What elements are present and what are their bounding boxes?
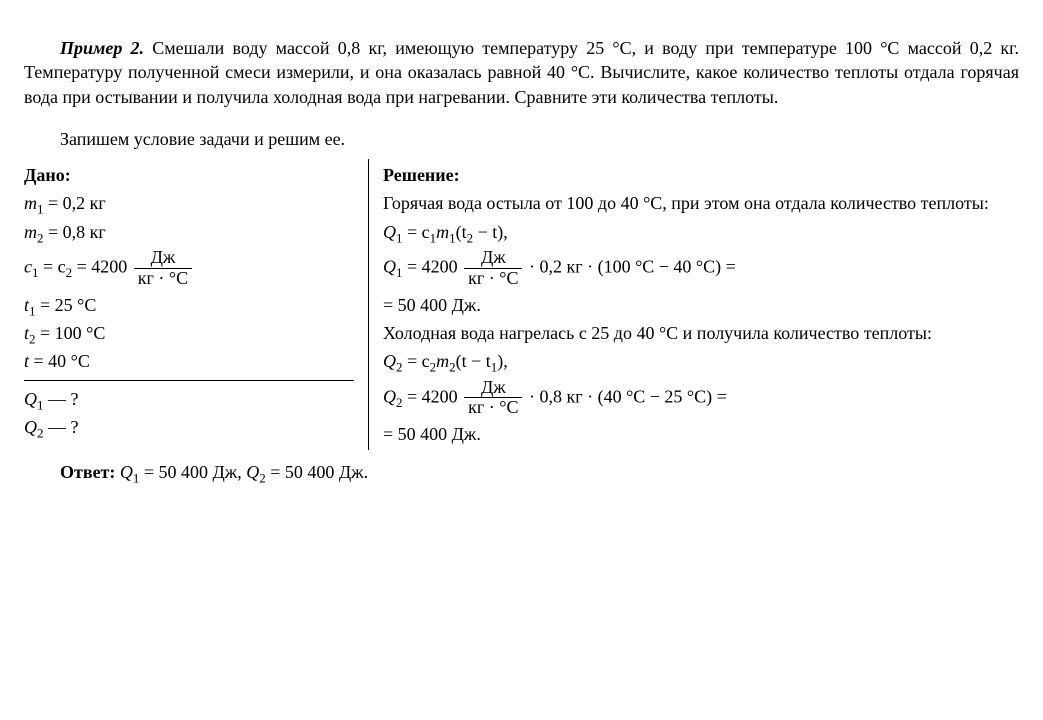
answer-line: Ответ: Q1 = 50 400 Дж, Q2 = 50 400 Дж.: [24, 460, 1019, 484]
unit-fraction: Джкг · °C: [464, 248, 522, 289]
q1-numeric: Q1 = 4200 Джкг · °C · 0,2 кг · (100 °C −…: [383, 248, 1019, 289]
problem-instruction: Запишем условие задачи и решим ее.: [24, 127, 1019, 151]
unit-fraction: Джкг · °C: [464, 378, 522, 419]
solution-sentence-2: Холодная вода нагрелась с 25 до 40 °C и …: [383, 321, 1019, 345]
unit-fraction: Джкг · °C: [134, 248, 192, 289]
answer-label: Ответ:: [60, 462, 120, 482]
solution-title: Решение:: [383, 163, 1019, 187]
solution-layout: Дано: m1 = 0,2 кг m2 = 0,8 кг c1 = c2 = …: [24, 159, 1019, 450]
problem-statement: Пример 2. Смешали воду массой 0,8 кг, им…: [24, 36, 1019, 109]
given-t: t = 40 °C: [24, 349, 354, 373]
find-q1: Q1 — ?: [24, 387, 354, 411]
q1-result: = 50 400 Дж.: [383, 293, 1019, 317]
solution-sentence-1: Горячая вода остыла от 100 до 40 °C, при…: [383, 191, 1019, 215]
find-q2: Q2 — ?: [24, 415, 354, 439]
given-m1: m1 = 0,2 кг: [24, 191, 354, 215]
q1-formula: Q1 = c1m1(t2 − t),: [383, 220, 1019, 244]
q2-result: = 50 400 Дж.: [383, 422, 1019, 446]
q2-formula: Q2 = c2m2(t − t1),: [383, 349, 1019, 373]
solution-column: Решение: Горячая вода остыла от 100 до 4…: [369, 159, 1019, 450]
given-title: Дано:: [24, 163, 354, 187]
example-label: Пример 2.: [60, 38, 144, 58]
given-c: c1 = c2 = 4200 Джкг · °C: [24, 248, 354, 289]
q2-numeric: Q2 = 4200 Джкг · °C · 0,8 кг · (40 °C − …: [383, 378, 1019, 419]
given-column: Дано: m1 = 0,2 кг m2 = 0,8 кг c1 = c2 = …: [24, 159, 368, 450]
given-t2: t2 = 100 °C: [24, 321, 354, 345]
given-t1: t1 = 25 °C: [24, 293, 354, 317]
problem-text: Смешали воду массой 0,8 кг, имеющую темп…: [24, 38, 1019, 107]
given-separator: [24, 380, 354, 381]
given-m2: m2 = 0,8 кг: [24, 220, 354, 244]
